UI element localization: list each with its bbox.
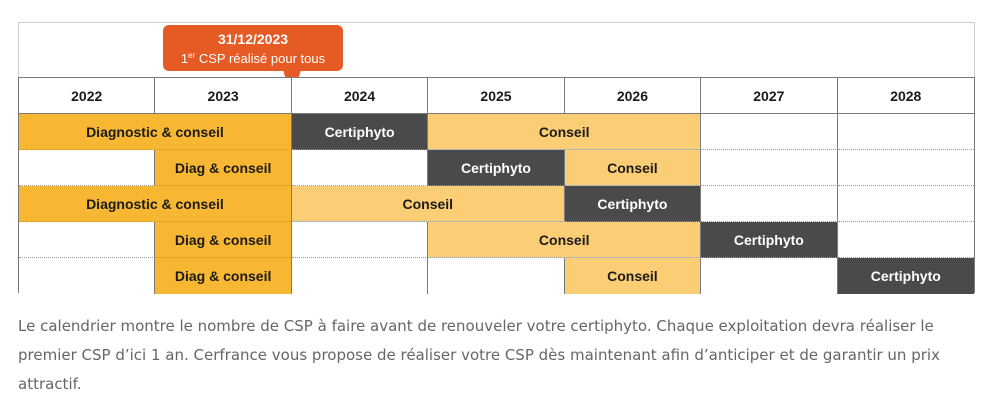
schedule-cell-certiphyto: Certiphyto — [564, 186, 702, 222]
year-header-2023: 2023 — [155, 78, 292, 114]
year-header-2022: 2022 — [19, 78, 156, 114]
schedule-cell-certiphyto: Certiphyto — [701, 222, 838, 258]
year-header-2025: 2025 — [428, 78, 565, 114]
callout-note-rest: CSP réalisé pour tous — [195, 51, 326, 66]
schedule-cell-empty — [837, 114, 974, 150]
callout-note-sup: er — [188, 51, 196, 60]
year-header-2026: 2026 — [564, 78, 702, 114]
schedule-cell-empty — [291, 150, 429, 186]
year-header-2028: 2028 — [837, 78, 974, 114]
schedule-cell-diag-conseil: Diag & conseil — [155, 258, 292, 294]
schedule-cell-conseil: Conseil — [291, 186, 565, 222]
csp-calendar-grid: 2022 2023 2024 2025 2026 2027 2028 Diagnostic &… — [18, 77, 975, 294]
year-header-2027: 2027 — [701, 78, 838, 114]
schedule-cell-empty — [837, 150, 974, 186]
schedule-cell-diagnostic-conseil: Diagnostic & conseil — [19, 114, 292, 150]
schedule-cell-certiphyto: Certiphyto — [291, 114, 429, 150]
schedule-cell-conseil: Conseil — [428, 222, 702, 258]
schedule-cell-diagnostic-conseil: Diagnostic & conseil — [19, 186, 292, 222]
calendar-caption: Le calendrier montre le nombre de CSP à … — [18, 317, 940, 393]
schedule-cell-empty — [837, 186, 974, 222]
schedule-cell-empty — [701, 150, 838, 186]
schedule-cell-certiphyto: Certiphyto — [428, 150, 565, 186]
schedule-cell-empty — [428, 258, 565, 294]
schedule-cell-empty — [837, 222, 974, 258]
schedule-cell-empty — [701, 114, 838, 150]
schedule-cell-diag-conseil: Diag & conseil — [155, 222, 292, 258]
callout-note: 1er CSP réalisé pour tous — [163, 48, 343, 67]
schedule-cell-conseil: Conseil — [428, 114, 702, 150]
schedule-cell-conseil: Conseil — [564, 258, 702, 294]
callout-date: 31/12/2023 — [217, 31, 289, 47]
schedule-cell-empty — [291, 222, 429, 258]
schedule-cell-empty — [701, 258, 838, 294]
deadline-callout: 31/12/2023 1er CSP réalisé pour tous — [163, 25, 343, 71]
schedule-cell-empty — [19, 150, 156, 186]
schedule-cell-diag-conseil: Diag & conseil — [155, 150, 292, 186]
schedule-cell-empty — [291, 258, 429, 294]
schedule-cell-empty — [701, 186, 838, 222]
schedule-cell-certiphyto: Certiphyto — [837, 258, 974, 294]
schedule-cell-empty — [19, 258, 156, 294]
callout-note-prefix: 1 — [180, 51, 189, 66]
schedule-cell-conseil: Conseil — [564, 150, 702, 186]
schedule-cell-empty — [19, 222, 156, 258]
year-header-2024: 2024 — [291, 78, 429, 114]
